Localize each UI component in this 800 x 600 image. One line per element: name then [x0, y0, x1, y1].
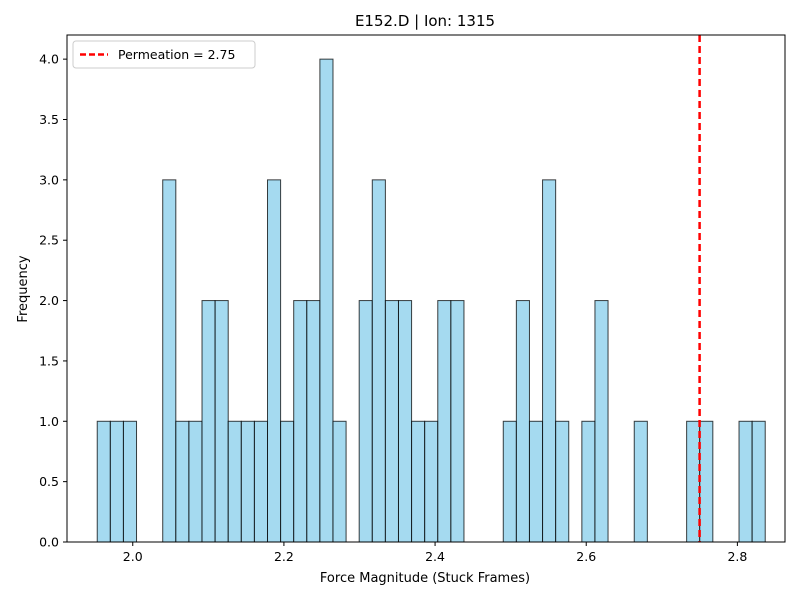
histogram-bar — [240, 420, 255, 543]
y-tick-label: 1.0 — [39, 414, 59, 429]
histogram-bar — [319, 58, 334, 543]
histogram-bar — [686, 420, 701, 543]
y-tick-label: 2.0 — [39, 293, 59, 308]
x-axis-label: Force Magnitude (Stuck Frames) — [320, 571, 530, 586]
histogram-bar — [633, 420, 648, 543]
histogram-bar — [699, 420, 714, 543]
legend-box — [72, 40, 256, 69]
histogram-bar — [109, 420, 124, 543]
histogram-bar — [162, 179, 177, 543]
x-tick-label: 2.4 — [425, 549, 445, 564]
histogram-bar — [528, 420, 544, 543]
histogram-bar — [502, 420, 517, 543]
x-axis-ticks: 2.0 2.2 2.4 2.6 2.8 — [123, 542, 747, 564]
histogram-bar — [358, 300, 373, 543]
y-tick-label: 4.0 — [39, 52, 59, 67]
histogram-bar — [437, 300, 452, 543]
histogram-bar — [267, 179, 282, 543]
y-tick-label: 0.5 — [39, 474, 59, 489]
x-tick-label: 2.8 — [727, 549, 747, 564]
histogram-bar — [227, 420, 242, 543]
histogram-bar — [122, 420, 138, 543]
histogram-bar — [175, 420, 190, 543]
histogram-bar — [280, 420, 295, 543]
histogram-bar — [555, 420, 570, 543]
y-tick-label: 0.0 — [39, 535, 59, 550]
histogram-bar — [751, 420, 766, 543]
histogram-bar — [371, 179, 386, 543]
legend-label: Permeation = 2.75 — [118, 47, 235, 62]
legend: Permeation = 2.75 — [72, 40, 256, 69]
y-tick-label: 2.5 — [39, 233, 59, 248]
y-axis-ticks: 0.0 0.5 1.0 1.5 2.0 2.5 3.0 3.5 4.0 — [39, 52, 67, 550]
histogram-bar — [424, 420, 439, 543]
histogram-bar — [411, 420, 426, 543]
histogram-bar — [96, 420, 111, 543]
plot-frame — [66, 34, 786, 543]
chart-title: E152.D | Ion: 1315 — [355, 12, 495, 30]
histogram-bar — [253, 420, 269, 543]
x-tick-label: 2.6 — [576, 549, 596, 564]
histogram-bar — [515, 300, 530, 543]
y-axis-label: Frequency — [16, 255, 31, 322]
histogram-bar — [450, 300, 465, 543]
y-tick-label: 3.0 — [39, 172, 59, 187]
histogram-bar — [738, 420, 753, 543]
histogram-bar — [542, 179, 557, 543]
y-tick-label: 3.5 — [39, 112, 59, 127]
x-tick-label: 2.0 — [123, 549, 143, 564]
histogram-bars — [96, 58, 766, 543]
histogram-bar — [332, 420, 347, 543]
histogram-bar — [214, 300, 229, 543]
x-tick-label: 2.2 — [274, 549, 294, 564]
histogram-bar — [594, 300, 609, 543]
histogram-bar — [201, 300, 216, 543]
histogram-bar — [384, 300, 399, 543]
y-tick-label: 1.5 — [39, 353, 59, 368]
histogram-bar — [581, 420, 596, 543]
histogram-bar — [397, 300, 413, 543]
histogram-bar — [293, 300, 308, 543]
histogram-bar — [306, 300, 321, 543]
histogram-bar — [188, 420, 203, 543]
